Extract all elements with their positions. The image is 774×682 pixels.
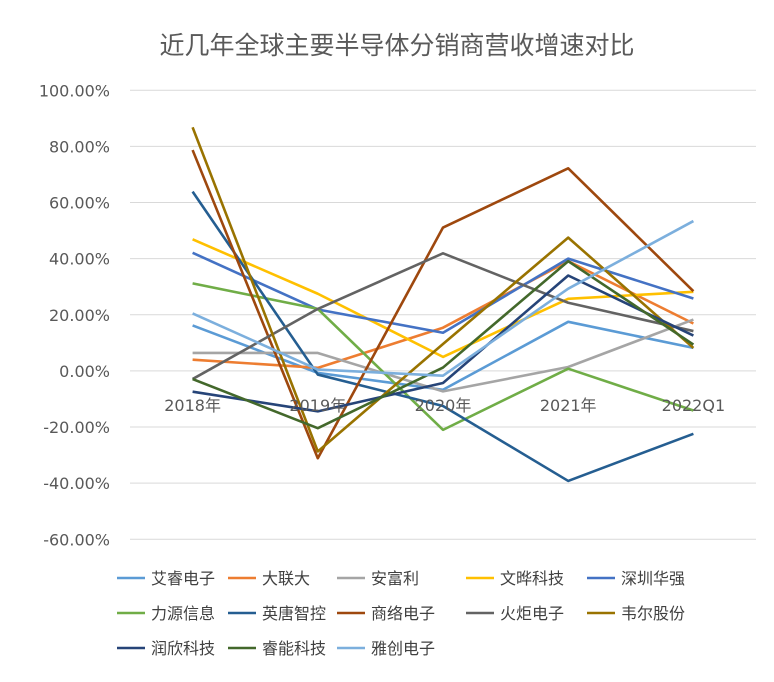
y-tick-label: 80.00% (49, 137, 110, 156)
series-line-12 (192, 259, 695, 430)
legend-item: 商络电子 (337, 604, 435, 623)
legend-label: 火炬电子 (500, 604, 564, 623)
legend-label: 睿能科技 (262, 639, 326, 658)
y-tick-label: 100.00% (39, 81, 110, 100)
x-tick-label: 2021年 (540, 396, 597, 415)
series-line-6 (192, 282, 694, 432)
legend-label: 商络电子 (371, 604, 435, 623)
y-tick-label: 20.00% (49, 306, 110, 325)
y-tick-label: -40.00% (43, 474, 110, 493)
legend-label: 雅创电子 (371, 639, 435, 658)
legend-item: 大联大 (228, 569, 310, 588)
legend-label: 润欣科技 (151, 639, 215, 658)
legend-item: 睿能科技 (228, 639, 326, 658)
series-line-9 (191, 252, 694, 381)
series-line-8 (191, 149, 695, 460)
series-line-11 (192, 274, 694, 413)
legend-item: 文晔科技 (466, 569, 564, 588)
y-tick-label: -60.00% (43, 530, 110, 549)
series-line-10 (191, 126, 695, 453)
chart-title: 近几年全球主要半导体分销商营收增速对比 (159, 31, 634, 60)
x-axis: 2018年 2019年 2020年 2021年 2022Q1 (164, 396, 725, 415)
legend-label: 英唐智控 (262, 604, 326, 623)
legend-label: 大联大 (262, 569, 310, 588)
legend-label: 艾睿电子 (151, 569, 215, 588)
legend-item: 雅创电子 (337, 639, 435, 658)
legend-label: 安富利 (371, 569, 419, 588)
legend-item: 力源信息 (117, 604, 215, 623)
legend-label: 文晔科技 (500, 569, 564, 588)
y-tick-label: 0.00% (59, 362, 110, 381)
legend-item: 润欣科技 (117, 639, 215, 658)
gridlines (130, 89, 756, 540)
y-tick-label: -20.00% (43, 418, 110, 437)
x-tick-label: 2019年 (289, 396, 346, 415)
legend-item: 艾睿电子 (117, 569, 215, 588)
x-tick-label: 2018年 (164, 396, 221, 415)
legend-item: 韦尔股份 (587, 604, 685, 623)
legend-label: 深圳华强 (621, 569, 685, 588)
x-tick-label: 2022Q1 (662, 396, 726, 415)
series-lines (191, 126, 695, 483)
series-line-7 (191, 190, 694, 483)
legend-item: 深圳华强 (587, 569, 685, 588)
x-tick-label: 2020年 (415, 396, 472, 415)
legend-label: 力源信息 (151, 604, 215, 623)
y-axis: 100.00% 80.00% 60.00% 40.00% 20.00% 0.00% -20.… (39, 81, 110, 549)
series-line-13 (192, 219, 695, 377)
legend-label: 韦尔股份 (621, 604, 685, 623)
legend-item: 英唐智控 (228, 604, 326, 623)
legend-item: 安富利 (337, 569, 419, 588)
legend-item: 火炬电子 (466, 604, 564, 623)
series-line-5 (192, 251, 694, 335)
series-line-2 (192, 259, 694, 370)
y-tick-label: 60.00% (49, 194, 110, 213)
y-tick-label: 40.00% (49, 250, 110, 269)
